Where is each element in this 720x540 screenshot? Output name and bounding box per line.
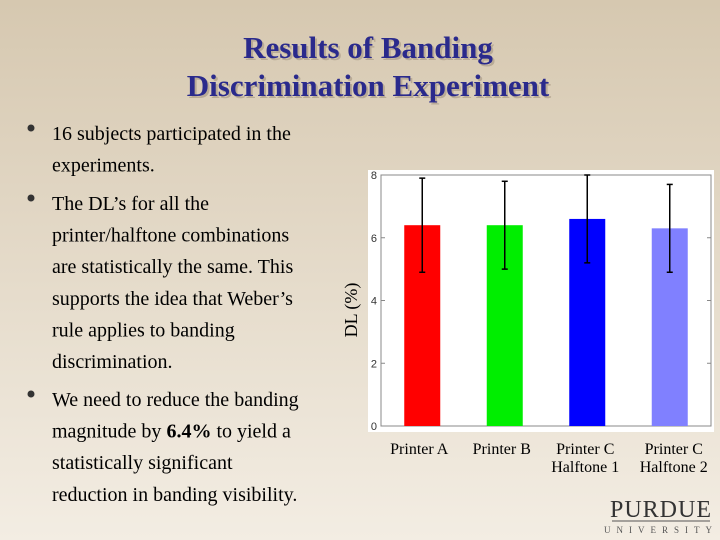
bullet-line: statistically significant — [52, 452, 233, 474]
bullet-line: discrimination. — [52, 351, 173, 373]
text-segment: 16 subjects participated in the — [52, 123, 291, 145]
y-tick-label: 2 — [371, 358, 377, 370]
bullet-line: magnitude by 6.4% to yield a — [52, 421, 291, 443]
text-segment: discrimination. — [52, 351, 173, 373]
title-shadow: Discrimination Experiment — [189, 70, 552, 105]
text-segment: rule applies to banding — [52, 319, 235, 341]
bullet-line: We need to reduce the banding — [52, 389, 299, 411]
text-segment: reduction in banding visibility. — [52, 484, 297, 506]
y-axis-label: DL (%) — [341, 283, 362, 338]
text-segment: to yield a — [211, 421, 291, 443]
text-segment: statistically significant — [52, 452, 233, 474]
bullet-line: supports the idea that Weber’s — [52, 288, 293, 310]
bullet-dot — [27, 124, 35, 132]
bullet-dot — [27, 194, 35, 202]
text-segment: magnitude by — [52, 421, 166, 443]
x-tick-label: Printer A — [390, 441, 449, 458]
x-tick-label: Halftone 2 — [640, 459, 708, 476]
y-tick-label: 4 — [371, 296, 377, 308]
text-segment: printer/halftone combinations — [52, 225, 289, 247]
y-tick-label: 0 — [371, 421, 377, 433]
logo-sub: UNIVERSITY — [604, 525, 718, 535]
bullet-line: printer/halftone combinations — [52, 225, 289, 247]
logo-name: PURDUE — [610, 497, 712, 523]
x-tick-label: Printer C — [556, 441, 614, 458]
text-segment: We need to reduce the banding — [52, 389, 299, 411]
bullet-line: are statistically the same. This — [52, 256, 293, 278]
slide-title: Discrimination Experiment — [187, 68, 550, 103]
bullet-dot — [27, 390, 35, 398]
bullet-line: experiments. — [52, 155, 155, 177]
text-segment: supports the idea that Weber’s — [52, 288, 293, 310]
x-tick-label: Printer B — [473, 441, 531, 458]
bullet-line: rule applies to banding — [52, 319, 235, 341]
y-tick-label: 6 — [371, 233, 377, 245]
bold-text: 6.4% — [166, 421, 211, 443]
x-tick-label: Printer C — [645, 441, 703, 458]
slide-title: Results of Banding — [243, 30, 493, 65]
bullet-line: 16 subjects participated in the — [52, 123, 291, 145]
text-segment: The DL’s for all the — [52, 193, 209, 215]
bullet-line: The DL’s for all the — [52, 193, 209, 215]
text-segment: experiments. — [52, 155, 155, 177]
title-shadow: Results of Banding — [245, 32, 495, 67]
y-tick-label: 8 — [371, 170, 377, 182]
text-segment: are statistically the same. This — [52, 256, 293, 278]
bullet-line: reduction in banding visibility. — [52, 484, 297, 506]
x-tick-label: Halftone 1 — [551, 459, 619, 476]
